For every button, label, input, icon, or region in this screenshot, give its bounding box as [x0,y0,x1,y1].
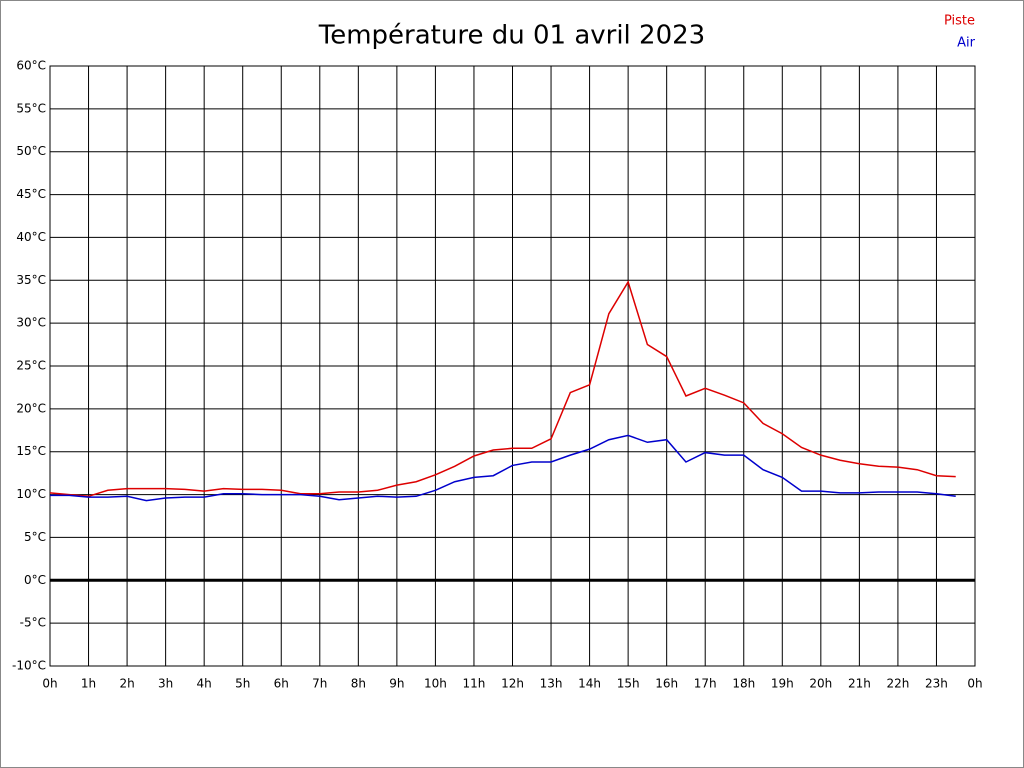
x-tick-label: 0h [967,677,982,691]
x-tick-label: 12h [501,677,524,691]
y-tick-label: 0°C [24,573,46,587]
x-tick-label: 8h [351,677,366,691]
y-tick-label: 15°C [16,444,46,458]
y-tick-label: 10°C [16,487,46,501]
x-tick-label: 15h [617,677,640,691]
x-tick-label: 2h [119,677,134,691]
x-tick-label: 14h [578,677,601,691]
x-tick-label: 22h [886,677,909,691]
legend-entry: Piste [944,14,975,29]
x-tick-label: 10h [424,677,447,691]
legend-entry: Air [957,36,976,51]
x-tick-label: 20h [809,677,832,691]
x-tick-label: 5h [235,677,250,691]
x-tick-label: 3h [158,677,173,691]
x-tick-label: 0h [42,677,57,691]
y-tick-label: 50°C [16,144,46,158]
y-tick-label: 30°C [16,316,46,330]
x-tick-label: 6h [274,677,289,691]
x-tick-label: 17h [694,677,717,691]
x-tick-label: 9h [389,677,404,691]
y-tick-label: 20°C [16,401,46,415]
y-tick-label: 35°C [16,273,46,287]
x-tick-label: 16h [655,677,678,691]
series-line [49,280,956,498]
x-tick-label: 4h [197,677,212,691]
y-tick-label: 25°C [16,359,46,373]
y-tick-label: -5°C [20,616,46,630]
series-line [50,434,956,502]
y-tick-label: 55°C [16,101,46,115]
y-tick-label: -10°C [12,659,46,673]
x-tick-label: 13h [540,677,563,691]
y-tick-label: 45°C [16,187,46,201]
x-tick-label: 21h [848,677,871,691]
x-tick-label: 18h [732,677,755,691]
x-tick-label: 23h [925,677,948,691]
y-tick-label: 40°C [16,230,46,244]
x-tick-label: 1h [81,677,96,691]
x-tick-label: 7h [312,677,327,691]
x-tick-label: 11h [463,677,486,691]
y-tick-label: 60°C [16,59,46,73]
x-tick-label: 19h [771,677,794,691]
chart-title: Température du 01 avril 2023 [318,21,705,51]
y-tick-label: 5°C [24,530,46,544]
